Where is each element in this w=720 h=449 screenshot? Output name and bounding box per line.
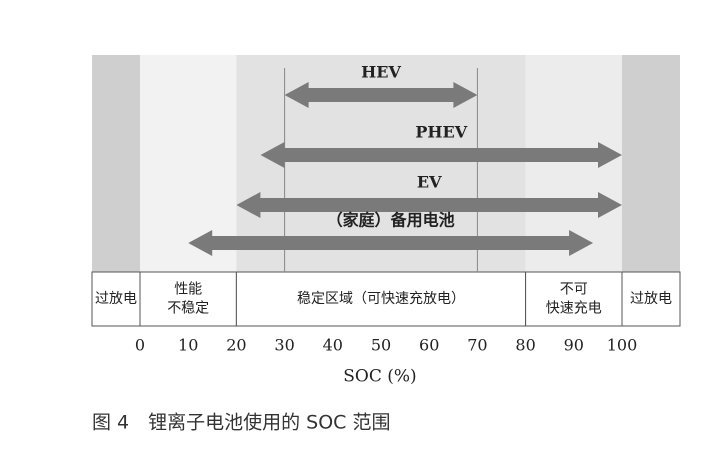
x-tick-label: 0 [135, 336, 145, 355]
zone-label: 不可 [560, 282, 588, 298]
x-tick-label: 60 [419, 336, 439, 355]
zone-band [622, 55, 680, 272]
x-tick-label: 80 [515, 336, 535, 355]
range-label: HEV [361, 63, 401, 82]
zone-cell [91, 271, 141, 327]
x-tick-label: 10 [178, 336, 198, 355]
zone-band [140, 55, 237, 272]
x-tick-label: 40 [323, 336, 343, 355]
range-label: EV [417, 173, 442, 192]
range-arrow [236, 192, 622, 218]
range-label: PHEV [415, 123, 467, 142]
x-tick-label: 30 [274, 336, 294, 355]
zone-cell [139, 271, 237, 327]
zone-label: 不稳定 [167, 301, 209, 317]
zone-label: 稳定区域（可快速充放电） [297, 291, 465, 307]
range-arrow [260, 142, 622, 168]
x-tick-label: 100 [607, 336, 638, 355]
zone-band [92, 55, 140, 272]
zone-label: 性能 [174, 282, 202, 298]
x-axis-label: SOC (%) [343, 367, 416, 387]
zone-cell [621, 271, 681, 327]
range-label: （家庭）备用电池 [327, 211, 455, 230]
range-arrow [188, 230, 594, 256]
zone-label: 过放电 [630, 291, 672, 307]
zone-label: 过放电 [95, 291, 137, 307]
range-arrow [284, 82, 478, 108]
zone-cell [525, 271, 623, 327]
x-tick-label: 70 [467, 336, 487, 355]
caption: 图 4 锂离子电池使用的 SOC 范围 [92, 412, 391, 434]
x-tick-label: 90 [564, 336, 584, 355]
x-tick-label: 50 [371, 336, 391, 355]
zone-label: 快速充电 [546, 301, 602, 317]
x-tick-label: 20 [226, 336, 246, 355]
